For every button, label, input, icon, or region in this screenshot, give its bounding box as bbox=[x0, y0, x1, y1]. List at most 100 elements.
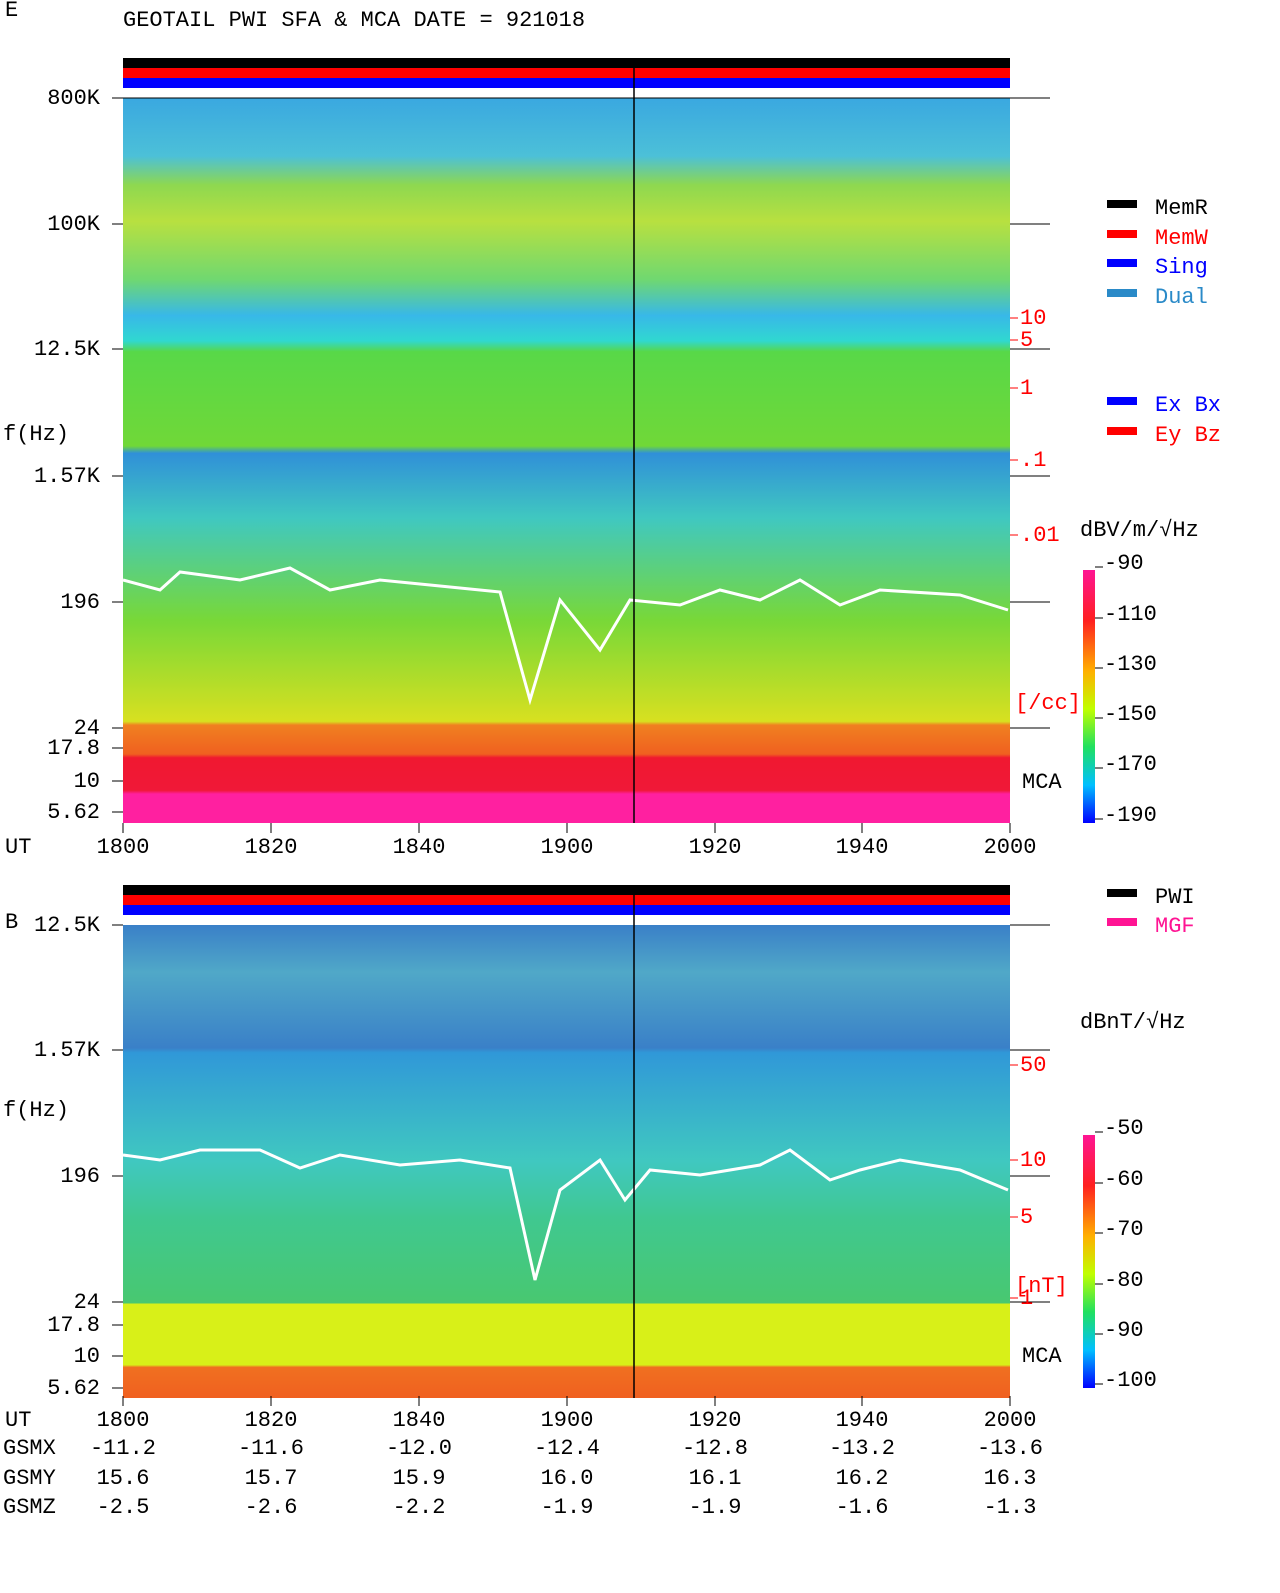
right-unit: [nT] bbox=[1015, 1274, 1068, 1299]
y-tick-label: 800K bbox=[47, 86, 101, 111]
orbit-value: -2.2 bbox=[393, 1495, 446, 1520]
x-tick-label: 2000 bbox=[984, 835, 1037, 860]
colorbar-unit: dBV/m/√Hz bbox=[1080, 518, 1199, 543]
title: GEOTAIL PWI SFA & MCA DATE = 921018 bbox=[123, 8, 585, 33]
x-tick-label: 1800 bbox=[97, 835, 150, 860]
y-tick-label: 1.57K bbox=[34, 464, 101, 489]
legend-swatch bbox=[1107, 918, 1137, 926]
colorbar bbox=[1083, 570, 1095, 823]
orbit-value: 16.3 bbox=[984, 1466, 1037, 1491]
orbit-value: -12.0 bbox=[386, 1436, 452, 1461]
orbit-value: -1.9 bbox=[689, 1495, 742, 1520]
panel-label: E bbox=[5, 0, 18, 23]
orbit-value: -12.4 bbox=[534, 1436, 600, 1461]
legend-swatch bbox=[1107, 289, 1137, 297]
orbit-value: -13.6 bbox=[977, 1436, 1043, 1461]
colorbar-tick-label: -170 bbox=[1104, 752, 1157, 777]
density-trace bbox=[122, 1148, 1009, 1281]
right-tick-label: .01 bbox=[1020, 523, 1060, 548]
colorbar-tick-label: -90 bbox=[1104, 1318, 1144, 1343]
legend-label: Ex Bx bbox=[1155, 393, 1221, 418]
y-tick-label: 196 bbox=[60, 1164, 100, 1189]
right-tick-label: .1 bbox=[1020, 448, 1046, 473]
x-tick-label: 1940 bbox=[836, 1408, 889, 1433]
legend-label: MemR bbox=[1155, 196, 1208, 221]
colorbar-tick-label: -190 bbox=[1104, 803, 1157, 828]
y-tick-label: 12.5K bbox=[34, 913, 101, 938]
colorbar-tick-label: -90 bbox=[1104, 551, 1144, 576]
legend-swatch bbox=[1107, 230, 1137, 238]
x-tick-label: 1940 bbox=[836, 835, 889, 860]
y-tick-label: 5.62 bbox=[47, 800, 100, 825]
orbit-label: GSMX bbox=[3, 1436, 56, 1461]
mode-bar bbox=[123, 78, 1010, 88]
colorbar-tick-label: -70 bbox=[1104, 1217, 1144, 1242]
orbit-value: -1.9 bbox=[541, 1495, 594, 1520]
right-tick-label: 1 bbox=[1020, 376, 1033, 401]
mode-bar bbox=[123, 895, 1010, 905]
mca-label: MCA bbox=[1022, 1344, 1062, 1369]
colorbar-unit: dBnT/√Hz bbox=[1080, 1010, 1186, 1035]
colorbar-tick-label: -50 bbox=[1104, 1116, 1144, 1141]
legend-label: PWI bbox=[1155, 885, 1195, 910]
x-tick-label: 1900 bbox=[541, 835, 594, 860]
x-tick-label: 2000 bbox=[984, 1408, 1037, 1433]
x-tick-label: 1820 bbox=[245, 1408, 298, 1433]
y-tick-label: 5.62 bbox=[47, 1376, 100, 1401]
legend-label: MGF bbox=[1155, 914, 1195, 939]
colorbar bbox=[1083, 1135, 1095, 1388]
legend-swatch bbox=[1107, 889, 1137, 897]
legend-swatch bbox=[1107, 397, 1137, 405]
x-tick-label: 1920 bbox=[689, 835, 742, 860]
orbit-value: 15.6 bbox=[97, 1466, 150, 1491]
colorbar-tick-label: -130 bbox=[1104, 652, 1157, 677]
orbit-value: -2.6 bbox=[245, 1495, 298, 1520]
right-tick-label: 5 bbox=[1020, 1205, 1033, 1230]
x-tick-label: 1920 bbox=[689, 1408, 742, 1433]
mode-bar bbox=[123, 58, 1010, 68]
y-tick-label: 24 bbox=[74, 1290, 100, 1315]
spectrogram bbox=[123, 925, 1010, 1398]
mode-bar bbox=[123, 905, 1010, 915]
orbit-value: 15.7 bbox=[245, 1466, 298, 1491]
y-tick-label: 100K bbox=[47, 212, 101, 237]
x-tick-label: 1800 bbox=[97, 1408, 150, 1433]
y-tick-label: 17.8 bbox=[47, 736, 100, 761]
time-label: UT bbox=[5, 835, 31, 860]
x-tick-label: 1900 bbox=[541, 1408, 594, 1433]
spectrogram bbox=[123, 98, 1010, 823]
colorbar-tick-label: -110 bbox=[1104, 602, 1157, 627]
orbit-label: GSMZ bbox=[3, 1495, 56, 1520]
right-tick-label: 1 bbox=[1020, 1286, 1033, 1311]
orbit-value: -1.6 bbox=[836, 1495, 889, 1520]
orbit-value: -2.5 bbox=[97, 1495, 150, 1520]
x-tick-label: 1840 bbox=[393, 1408, 446, 1433]
y-tick-label: 1.57K bbox=[34, 1038, 101, 1063]
orbit-value: 15.9 bbox=[393, 1466, 446, 1491]
panel-label: B bbox=[5, 910, 18, 935]
x-tick-label: 1820 bbox=[245, 835, 298, 860]
time-label: UT bbox=[5, 1408, 31, 1433]
orbit-label: GSMY bbox=[3, 1466, 56, 1491]
right-unit: [/cc] bbox=[1015, 691, 1081, 716]
orbit-value: -13.2 bbox=[829, 1436, 895, 1461]
orbit-value: -11.6 bbox=[238, 1436, 304, 1461]
right-tick-label: 10 bbox=[1020, 1148, 1046, 1173]
colorbar-tick-label: -150 bbox=[1104, 702, 1157, 727]
y-axis-label: f(Hz) bbox=[3, 422, 69, 447]
colorbar-tick-label: -80 bbox=[1104, 1268, 1144, 1293]
legend-label: Dual bbox=[1155, 285, 1208, 310]
orbit-value: -12.8 bbox=[682, 1436, 748, 1461]
orbit-value: -1.3 bbox=[984, 1495, 1037, 1520]
legend-swatch bbox=[1107, 200, 1137, 208]
y-tick-label: 12.5K bbox=[34, 337, 101, 362]
orbit-value: -11.2 bbox=[90, 1436, 156, 1461]
legend-label: Sing bbox=[1155, 255, 1208, 280]
orbit-value: 16.2 bbox=[836, 1466, 889, 1491]
right-tick-label: 50 bbox=[1020, 1053, 1046, 1078]
legend-swatch bbox=[1107, 427, 1137, 435]
y-tick-label: 24 bbox=[74, 716, 100, 741]
y-axis-label: f(Hz) bbox=[3, 1098, 69, 1123]
x-tick-label: 1840 bbox=[393, 835, 446, 860]
